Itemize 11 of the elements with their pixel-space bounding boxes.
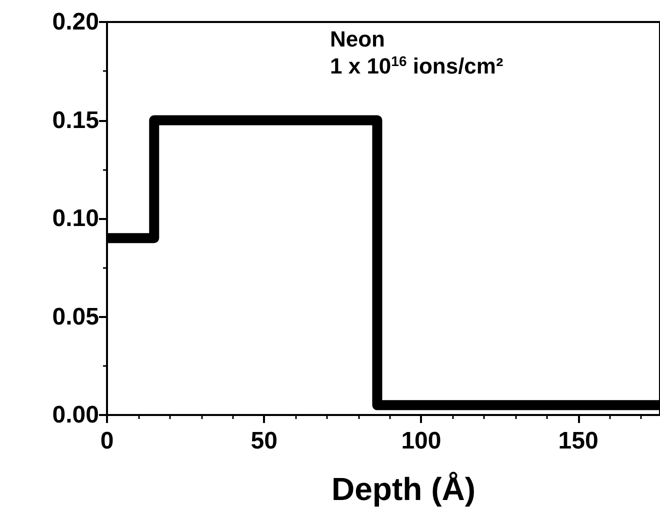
y-tick-label: 0.00 <box>52 402 99 428</box>
x-tick-label: 100 <box>401 428 442 454</box>
annotation: Neon <box>330 26 385 52</box>
x-axis-title: Depth (Å) <box>332 471 476 507</box>
y-tick-label: 0.15 <box>52 106 99 134</box>
y-tick-label: 0.05 <box>52 303 99 330</box>
x-tick-label: 0 <box>100 428 114 454</box>
x-tick-label: 150 <box>558 428 598 454</box>
y-tick-label: 0.20 <box>52 8 99 36</box>
x-tick-label: 50 <box>250 428 278 454</box>
y-tick-label: 0.10 <box>52 205 99 232</box>
